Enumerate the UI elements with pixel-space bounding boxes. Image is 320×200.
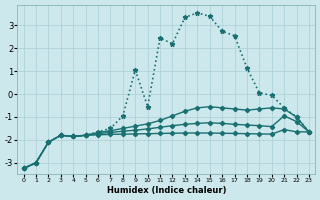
X-axis label: Humidex (Indice chaleur): Humidex (Indice chaleur): [107, 186, 226, 195]
